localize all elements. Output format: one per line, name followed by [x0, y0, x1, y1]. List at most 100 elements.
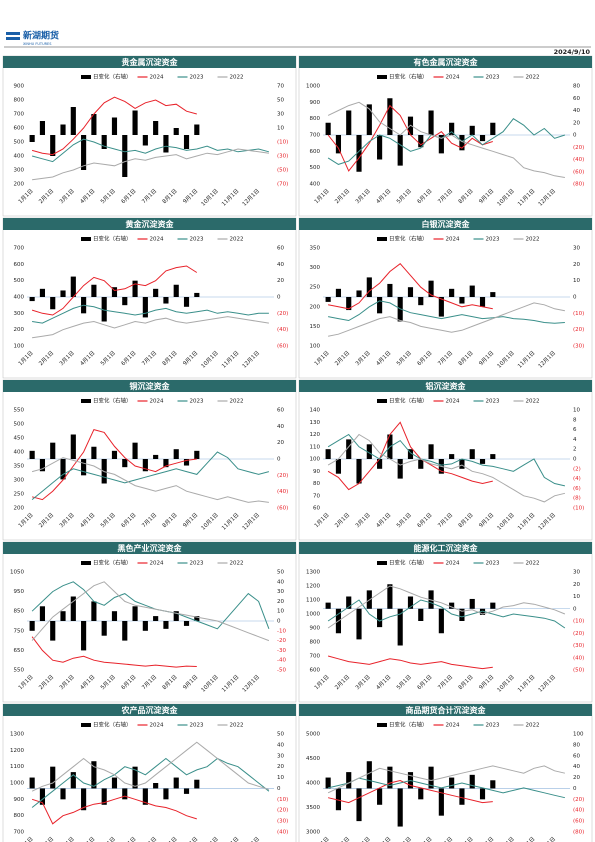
legend-swatch — [81, 75, 91, 79]
x-tick-label: 11月1日 — [220, 350, 240, 370]
title-bar — [299, 704, 592, 716]
legend-label: 日变化（右轴） — [93, 73, 132, 81]
bar — [418, 459, 424, 469]
bar — [142, 297, 148, 318]
x-tick-label: 5月1日 — [99, 512, 117, 530]
x-tick-label: 8月1日 — [457, 836, 475, 842]
line-series — [31, 138, 270, 163]
x-tick-label: 7月1日 — [140, 512, 158, 530]
y-tick-label: 200 — [310, 304, 321, 310]
line-series — [32, 148, 269, 181]
x-tick-label: 1月1日 — [313, 188, 331, 206]
bar — [91, 284, 97, 297]
y-tick-label: 200 — [14, 327, 25, 333]
bar — [325, 777, 331, 789]
bar — [81, 459, 87, 476]
legend-label: 2022 — [230, 723, 244, 729]
x-tick-label: 11月1日 — [516, 512, 536, 532]
legend-label: 2022 — [526, 723, 540, 729]
line-series — [327, 421, 493, 491]
bar — [418, 297, 424, 306]
x-tick-label: 3月1日 — [354, 512, 372, 530]
y-tick-label: 1100 — [306, 598, 320, 604]
bar — [173, 611, 179, 621]
x-tick-label: 7月1日 — [140, 674, 158, 692]
y2-tick-label: 30 — [277, 589, 284, 595]
bar — [479, 297, 486, 307]
y2-tick-label: (10) — [573, 311, 584, 317]
y-tick-label: 500 — [310, 165, 321, 171]
x-tick-label: 9月1日 — [182, 674, 200, 692]
x-tick-label: 11月1日 — [220, 674, 240, 694]
bar — [142, 459, 148, 472]
bar — [438, 788, 444, 816]
y-tick-label: 350 — [310, 246, 321, 252]
x-tick-label: 9月1日 — [182, 350, 200, 368]
line-series — [327, 765, 566, 794]
bar — [111, 450, 118, 459]
x-tick-label: 8月1日 — [457, 674, 475, 692]
y2-tick-label: (40) — [277, 327, 288, 333]
x-tick-label: 10月1日 — [496, 512, 516, 532]
x-tick-label: 10月1日 — [496, 836, 516, 842]
x-tick-label: 10月1日 — [200, 512, 220, 532]
x-tick-label: 3月1日 — [354, 350, 372, 368]
y2-tick-label: (40) — [277, 489, 288, 495]
y-tick-label: 100 — [310, 344, 321, 350]
title-bar — [3, 542, 296, 554]
y-tick-label: 650 — [14, 648, 25, 654]
x-tick-label: 10月1日 — [496, 188, 516, 208]
bar — [335, 288, 342, 297]
y2-tick-label: (80) — [573, 830, 584, 836]
y2-tick-label: (40) — [573, 655, 584, 661]
y2-tick-label: 40 — [573, 764, 580, 770]
y-tick-label: 110 — [310, 444, 321, 450]
line-series — [31, 451, 270, 500]
y-tick-label: 70 — [313, 493, 320, 499]
line-series — [328, 302, 565, 337]
y-tick-label: 140 — [310, 408, 321, 414]
y-tick-label: 800 — [14, 98, 25, 104]
logo-text: 新湖期货 — [23, 30, 59, 42]
line-series — [31, 757, 270, 808]
line-series — [327, 779, 493, 804]
y-tick-label: 600 — [14, 126, 25, 132]
bar — [479, 788, 486, 800]
y-tick-label: 100 — [14, 344, 25, 350]
x-tick-label: 10月1日 — [496, 674, 516, 694]
x-tick-label: 5月1日 — [395, 188, 413, 206]
y-tick-label: 250 — [14, 492, 25, 498]
x-tick-label: 9月1日 — [478, 512, 496, 530]
bar — [173, 128, 179, 135]
logo-mark — [6, 37, 20, 40]
line-series — [31, 581, 270, 642]
legend-swatch — [377, 561, 387, 565]
y-tick-label: 130 — [310, 420, 321, 426]
bar — [469, 285, 475, 297]
y2-tick-label: (30) — [573, 643, 584, 649]
x-tick-label: 10月1日 — [200, 836, 220, 842]
legend-label: 2023 — [486, 75, 500, 81]
y2-tick-label: -50 — [277, 668, 286, 674]
bar — [50, 297, 56, 310]
x-tick-label: 3月1日 — [354, 674, 372, 692]
bar — [459, 788, 465, 805]
x-tick-label: 1月1日 — [17, 350, 35, 368]
line-series — [328, 300, 565, 324]
x-tick-label: 3月1日 — [58, 674, 76, 692]
x-tick-label: 2月1日 — [38, 350, 56, 368]
legend-label: 日变化（右轴） — [93, 559, 132, 567]
y-tick-label: 300 — [14, 168, 25, 174]
bar — [163, 459, 169, 468]
bar — [397, 608, 403, 646]
bar — [459, 608, 465, 621]
x-tick-label: 7月1日 — [140, 350, 158, 368]
x-tick-label: 8月1日 — [161, 188, 179, 206]
bar — [469, 774, 475, 789]
x-tick-label: 1月1日 — [17, 836, 35, 842]
y2-tick-label: 20 — [573, 120, 580, 126]
bar — [183, 788, 190, 794]
bar — [428, 766, 434, 789]
bar — [325, 297, 331, 302]
legend-label: 2024 — [446, 723, 460, 729]
